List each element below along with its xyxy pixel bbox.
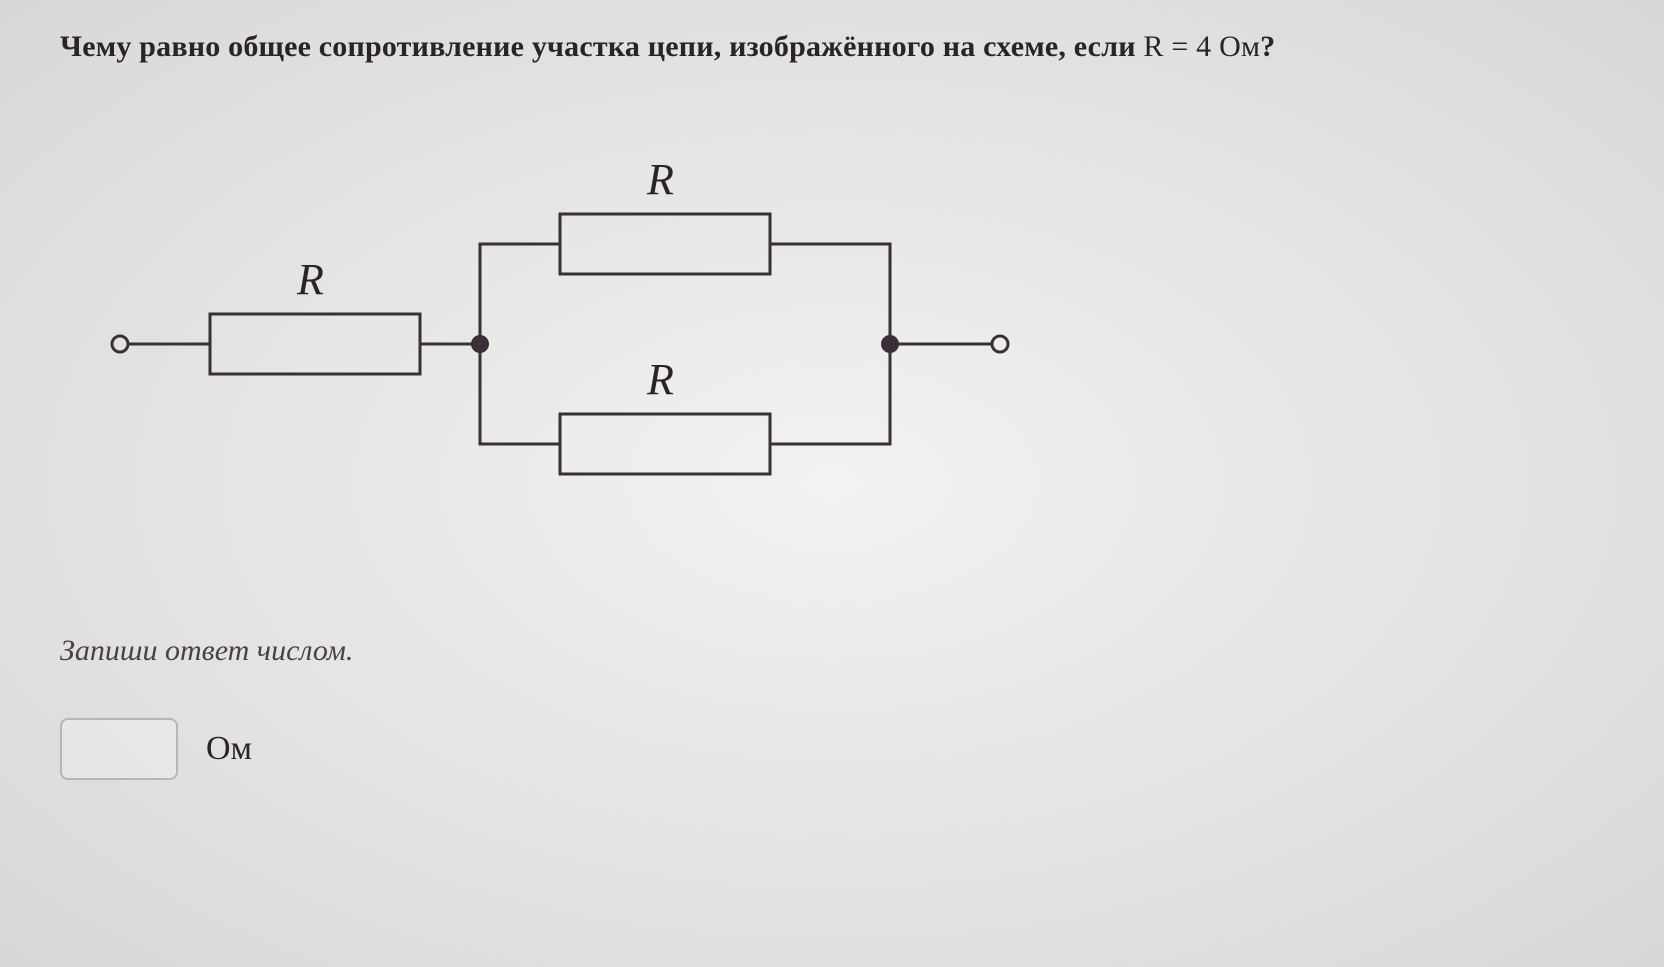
q-val: 4 <box>1196 30 1211 63</box>
q-before: Чему равно общее сопротивление участка ц… <box>60 30 1143 63</box>
answer-unit: Ом <box>206 730 252 768</box>
svg-text:R: R <box>296 255 324 304</box>
q-R: R <box>1143 30 1163 63</box>
svg-text:R: R <box>646 155 674 204</box>
svg-text:R: R <box>646 355 674 404</box>
circuit-diagram: R R R <box>60 124 1060 564</box>
q-after: ? <box>1260 30 1275 63</box>
question-text: Чему равно общее сопротивление участка ц… <box>60 30 1604 64</box>
answer-input[interactable] <box>60 718 178 780</box>
q-unit: Ом <box>1211 30 1260 63</box>
q-eq: = <box>1164 30 1197 63</box>
hint-text: Запиши ответ числом. <box>60 634 1604 668</box>
answer-row: Ом <box>60 718 1604 780</box>
